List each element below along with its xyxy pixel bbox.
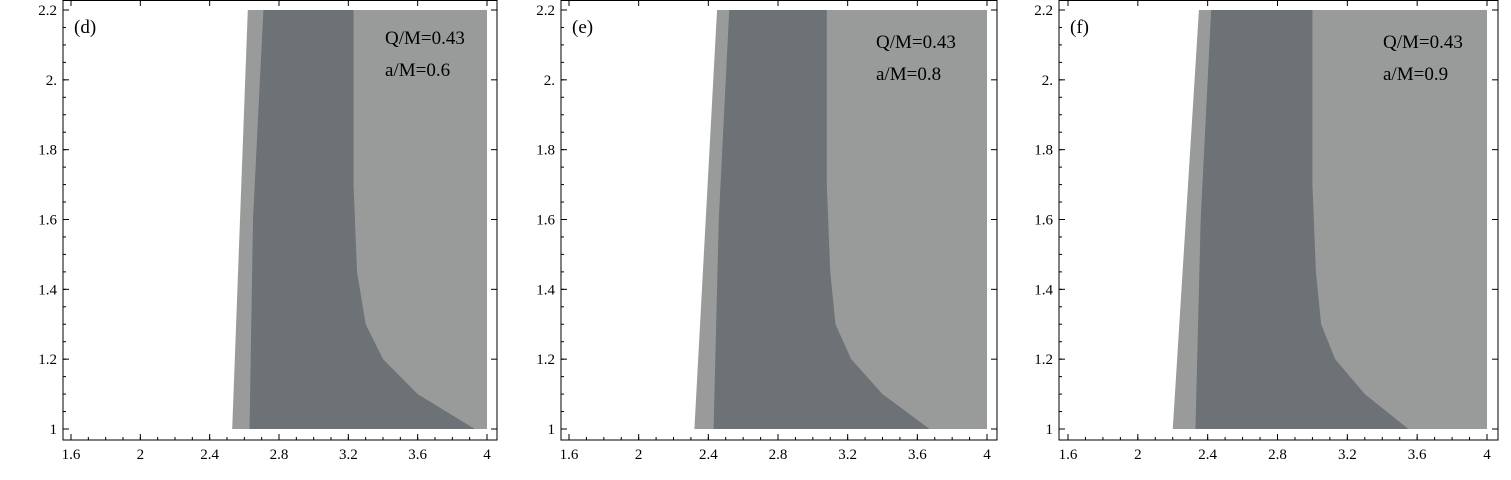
y-tick-label: 2.2: [38, 3, 57, 19]
dark-region: [249, 10, 475, 429]
x-tick-label: 2.8: [769, 447, 788, 463]
annotation-label: Q/M=0.43: [876, 32, 956, 53]
x-tick-label: 3.6: [908, 447, 927, 463]
x-tick-label: 3.2: [1338, 447, 1357, 463]
y-tick-label: 1.8: [38, 143, 57, 159]
x-tick-label: 3.6: [408, 447, 427, 463]
y-tick-label: 2.: [46, 73, 57, 89]
y-tick-label: 1.8: [536, 143, 555, 159]
y-tick-label: 1: [548, 422, 556, 438]
x-tick-label: 2.8: [1268, 447, 1287, 463]
x-tick-label: 2: [635, 447, 643, 463]
chart-panel-2: 1.6 2 2.4 2.8 3.2 3.6 4 1 1.2 1.4 1.6 1.8 2. 2.2 (e) Q/…: [536, 0, 998, 463]
y-tick-label: 1.4: [536, 282, 555, 298]
x-tick-label: 1.6: [62, 447, 81, 463]
x-tick-label: 3.2: [838, 447, 857, 463]
y-tick-label: 1.2: [1034, 352, 1053, 368]
y-tick-label: 1.2: [536, 352, 555, 368]
y-tick-label: 1.2: [38, 352, 57, 368]
y-tick-label: 2.2: [1034, 3, 1053, 19]
x-tick-label: 4: [983, 447, 991, 463]
y-tick-label: 1: [50, 422, 58, 438]
x-tick-label: 4: [483, 447, 491, 463]
x-tick-label: 4: [1483, 447, 1491, 463]
y-tick-label: 1.4: [38, 282, 57, 298]
y-tick-label: 1.4: [1034, 282, 1053, 298]
plot-frame: [560, 0, 998, 441]
y-tick-label: 2.: [1042, 73, 1053, 89]
x-tick-label: 1.6: [1059, 447, 1078, 463]
y-tick-label: 1.6: [38, 213, 57, 229]
dark-region: [1195, 10, 1409, 429]
y-tick-label: 1: [1046, 422, 1054, 438]
y-tick-label: 2.2: [536, 3, 555, 19]
annotation-label: a/M=0.9: [1383, 64, 1448, 85]
x-tick-label: 2: [1134, 447, 1142, 463]
annotation-label: a/M=0.8: [876, 64, 941, 85]
x-tick-label: 2.8: [270, 447, 289, 463]
annotation-label: Q/M=0.43: [1383, 32, 1463, 53]
x-tick-label: 1.6: [560, 447, 579, 463]
annotation-label: Q/M=0.43: [385, 28, 465, 49]
x-tick-label: 3.2: [339, 447, 358, 463]
x-tick-label: 2.4: [1198, 447, 1217, 463]
chart-panel-1: 1.6 2 2.4 2.8 3.2 3.6 4 1 1.2 1.4 1.6 1.8 2. 2.2 (d) Q/…: [38, 0, 498, 463]
y-tick-label: 1.8: [1034, 143, 1053, 159]
x-tick-label: 3.6: [1408, 447, 1427, 463]
y-tick-label: 1.6: [1034, 213, 1053, 229]
panel-label: (e): [572, 17, 593, 38]
panel-label: (d): [74, 17, 96, 38]
y-tick-label: 2.: [544, 73, 555, 89]
dark-region: [713, 10, 930, 429]
x-tick-label: 2.4: [699, 447, 718, 463]
plot-frame: [1058, 0, 1499, 441]
x-tick-label: 2.4: [200, 447, 219, 463]
x-tick-label: 2: [137, 447, 145, 463]
annotation-label: a/M=0.6: [385, 60, 450, 81]
chart-panel-3: 1.6 2 2.4 2.8 3.2 3.6 4 1 1.2 1.4 1.6 1.8 2. 2.2 (f) Q/…: [1034, 0, 1499, 463]
plot-frame: [62, 0, 498, 441]
y-tick-label: 1.6: [536, 213, 555, 229]
panel-label: (f): [1070, 17, 1089, 38]
